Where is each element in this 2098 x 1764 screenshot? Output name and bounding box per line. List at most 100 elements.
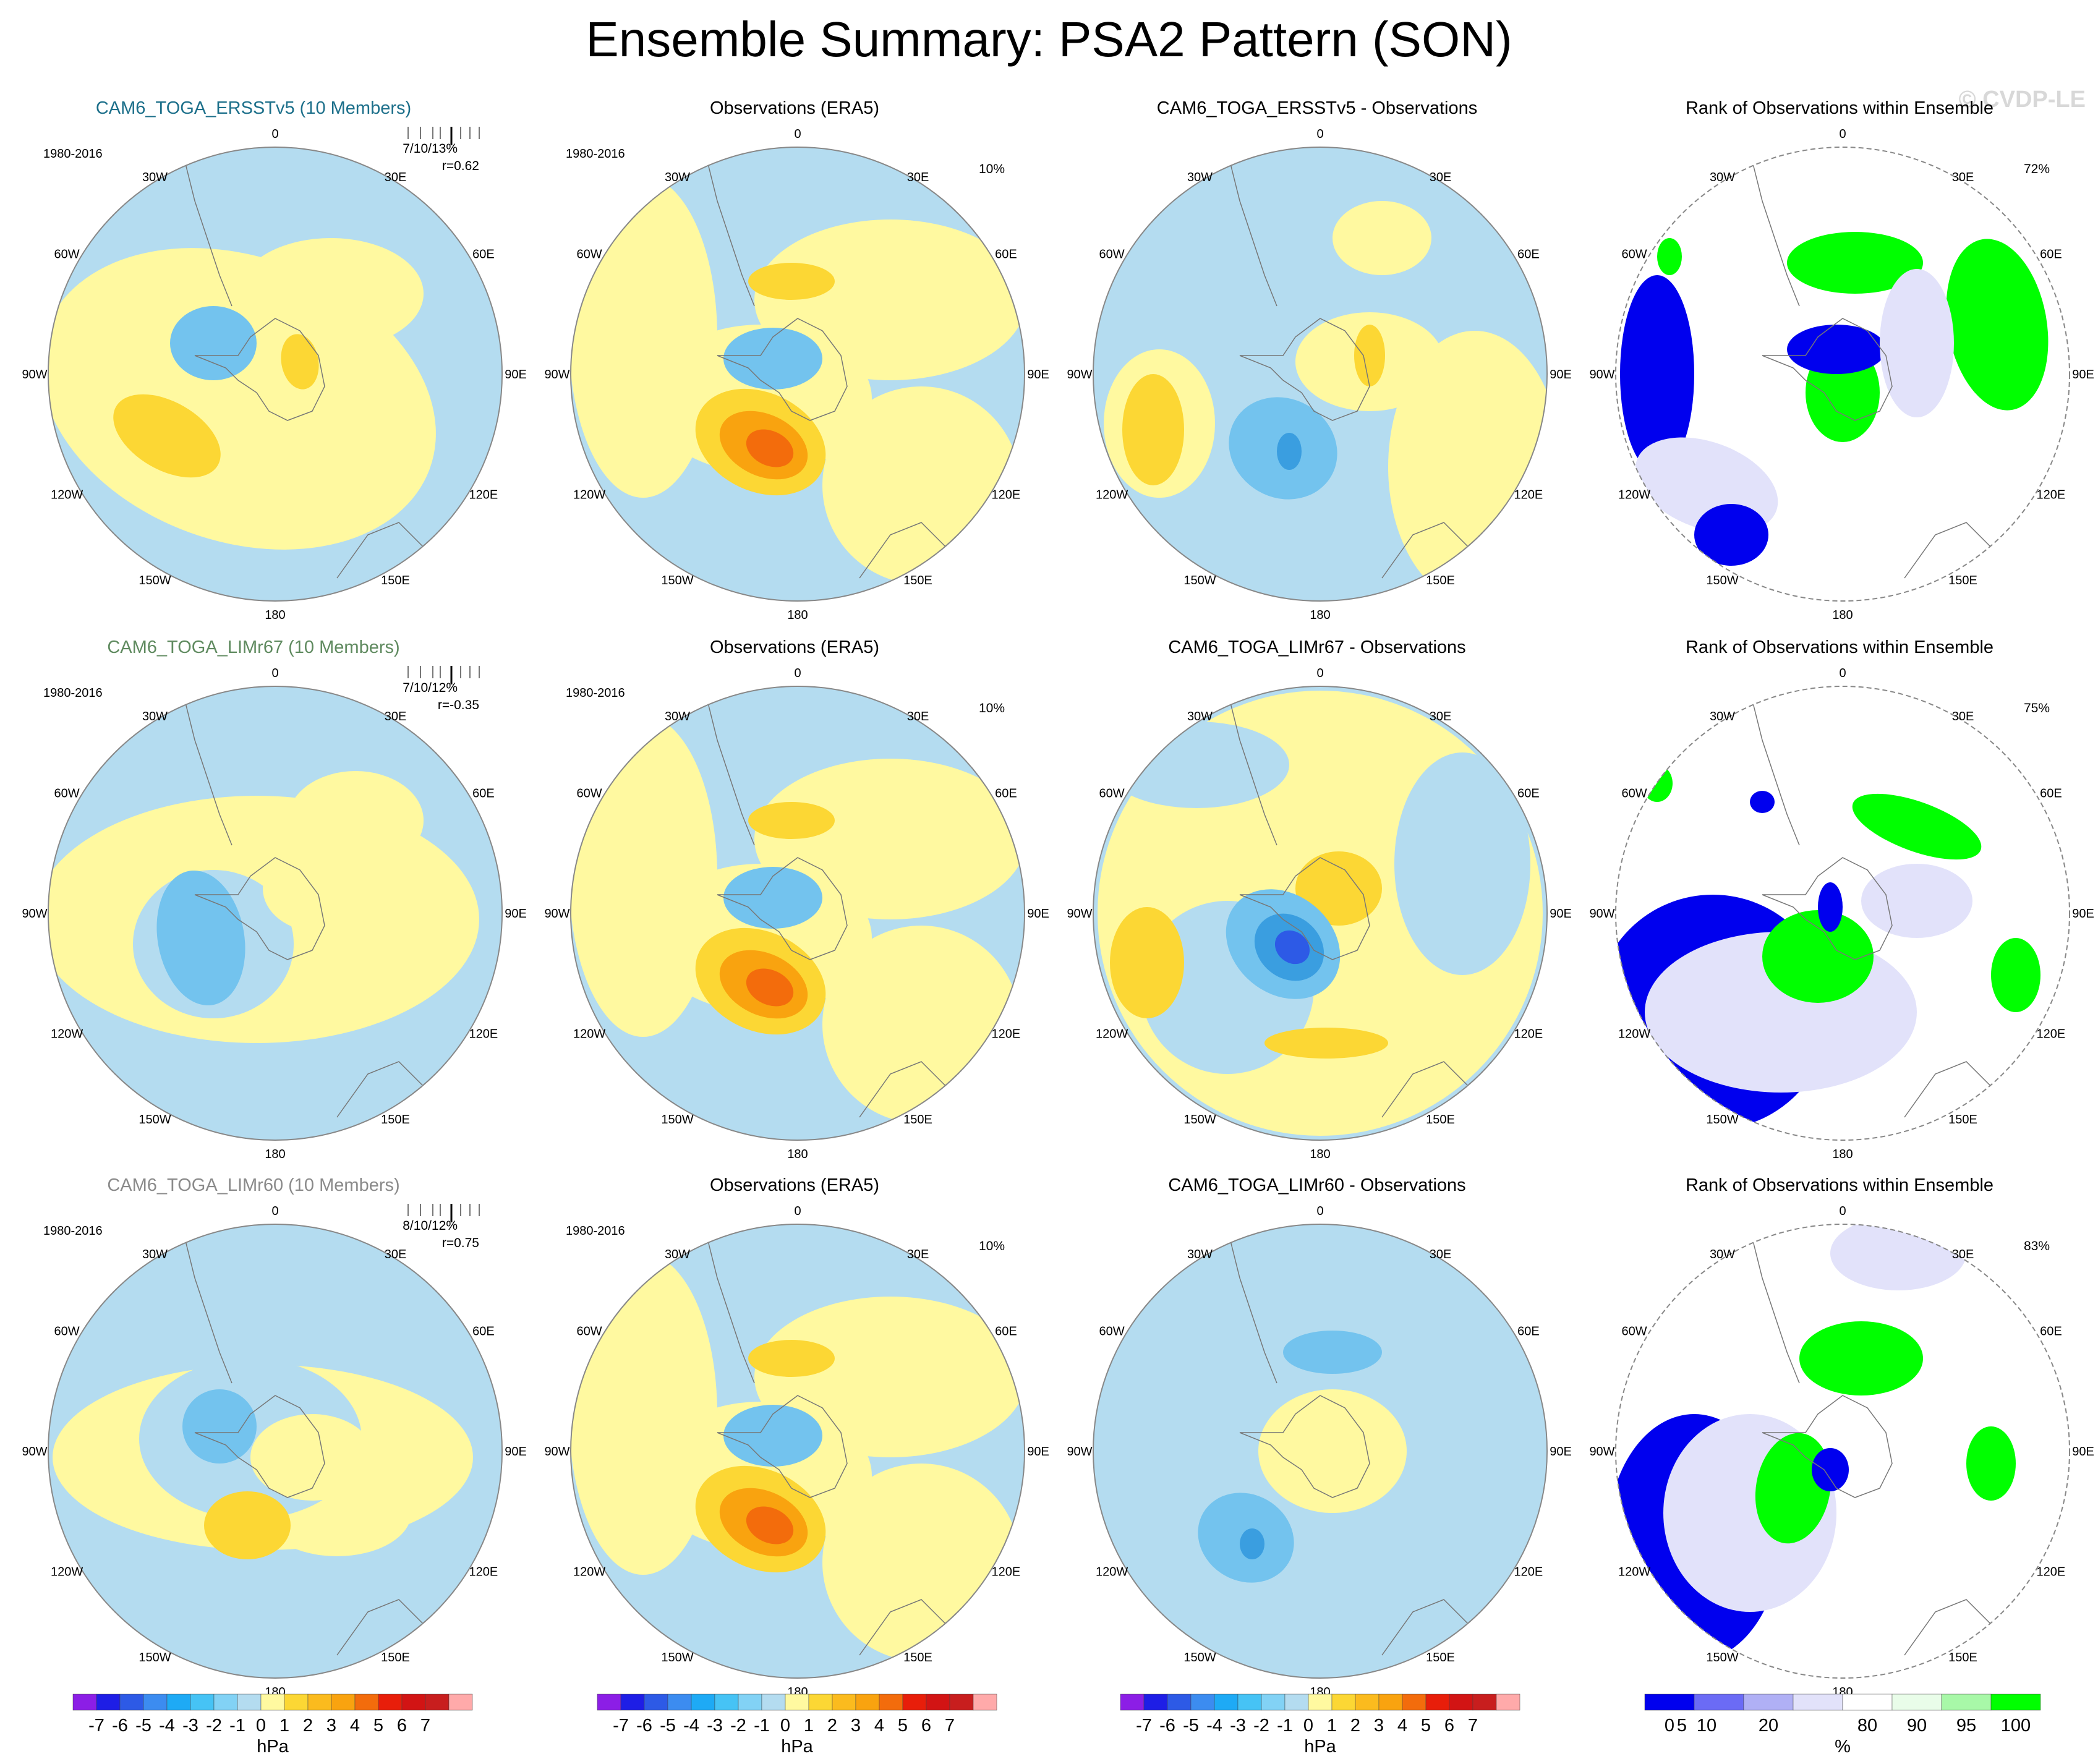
- colorbar-swatch: [401, 1694, 426, 1711]
- contour-blob: [1333, 201, 1431, 275]
- longitude-label: 60E: [472, 248, 495, 262]
- longitude-label: 60E: [1517, 248, 1540, 262]
- longitude-label: 30W: [142, 171, 168, 184]
- longitude-label: 60E: [472, 1325, 495, 1339]
- longitude-label: 90E: [2072, 907, 2094, 921]
- longitude-label: 120E: [1514, 1566, 1543, 1579]
- period-label: 1980-2016: [566, 147, 625, 161]
- longitude-label: 150W: [139, 1113, 171, 1127]
- longitude-label: 120E: [2037, 488, 2066, 502]
- map-panel-r3-c3: CAM6_TOGA_LIMr60 - Observations 0 30E 60E 90…: [1067, 1173, 1571, 1711]
- longitude-label: 150W: [1183, 1113, 1216, 1127]
- contour-blob: [1240, 1528, 1264, 1559]
- colorbar-swatch: [1190, 1694, 1215, 1711]
- longitude-label: 150E: [1426, 1651, 1455, 1664]
- colorbar-swatch: [597, 1694, 621, 1711]
- contour-blob: [822, 926, 1020, 1123]
- longitude-label: 120W: [51, 1566, 83, 1579]
- rank-region: [1657, 238, 1682, 275]
- longitude-label: 30E: [907, 171, 929, 184]
- map-panel-r3-c4: Rank of Observations within Ensemble 0 30E…: [1589, 1173, 2094, 1711]
- longitude-label: 150E: [903, 1113, 932, 1127]
- map-panel-r1-c4: Rank of Observations within Ensemble 0 30E…: [1589, 96, 2094, 634]
- watermark-text: © CVDP-LE: [1958, 87, 2086, 113]
- figure-title: Ensemble Summary: PSA2 Pattern (SON): [586, 12, 1512, 67]
- longitude-label: 120W: [1096, 488, 1128, 502]
- contour-blob: [746, 1506, 794, 1545]
- map-panel-r2-c1: CAM6_TOGA_LIMr67 (10 Members) 0 30E 60E 90E 1…: [22, 635, 526, 1173]
- ensemble-stat-correlation: r=-0.35: [438, 698, 479, 712]
- colorbar-swatch: [1284, 1694, 1309, 1711]
- map-boundary-circle: [48, 686, 503, 1141]
- longitude-label: 60E: [1517, 787, 1540, 801]
- contour-blob: [822, 386, 1020, 584]
- contour-blob: [1283, 1331, 1382, 1374]
- map-panel-r3-c2: Observations (ERA5) 0 30E 60E 90E 120E 150E 180…: [544, 1173, 1049, 1711]
- longitude-label: 60W: [1622, 248, 1647, 262]
- period-label: 1980-2016: [566, 686, 625, 700]
- south-america-coastline: [1227, 151, 1277, 307]
- colorbar-swatch: [902, 1694, 927, 1711]
- ensemble-stat-rank: 8/10/12%: [403, 1219, 458, 1233]
- longitude-label: 180: [1832, 608, 1853, 622]
- rank-panel-title: Rank of Observations within Ensemble: [1685, 98, 1994, 118]
- colorbar-tick-label: 5: [898, 1716, 908, 1736]
- longitude-label: 150W: [1706, 1113, 1738, 1127]
- colorbar-tick-label: 3: [1374, 1716, 1384, 1736]
- rank-region: [1852, 793, 1982, 860]
- contour-blob: [113, 394, 221, 478]
- south-america-coastline: [704, 690, 755, 846]
- longitude-label: 120E: [992, 1028, 1021, 1041]
- longitude-label: 0: [794, 1204, 801, 1218]
- longitude-label: 90W: [1067, 907, 1092, 921]
- colorbar-swatch: [425, 1694, 450, 1711]
- longitude-label: 180: [787, 1148, 808, 1161]
- colorbar-tick-label: 0: [256, 1716, 266, 1736]
- longitude-label: 60W: [1099, 1325, 1125, 1339]
- colorbar-swatch: [949, 1694, 974, 1711]
- colorbar-tick-label: 1: [1327, 1716, 1337, 1736]
- colorbar-swatch: [237, 1694, 262, 1711]
- longitude-label: 120E: [2037, 1566, 2066, 1579]
- model-panel-title: CAM6_TOGA_LIMr60 (10 Members): [107, 1175, 400, 1195]
- rank-pct: 83%: [2024, 1239, 2050, 1253]
- longitude-label: 60W: [1622, 787, 1647, 801]
- colorbar-tick-label: 0: [1303, 1716, 1313, 1736]
- contour-blob: [1295, 851, 1382, 926]
- colorbar-tick-label: -4: [683, 1716, 699, 1736]
- longitude-label: 30E: [385, 1248, 407, 1261]
- ensemble-stat-correlation: r=0.62: [442, 159, 479, 173]
- longitude-label: 0: [271, 127, 278, 141]
- colorbar-swatch: [331, 1694, 356, 1711]
- colorbar-tick-label: -2: [730, 1716, 746, 1736]
- obs-variance-pct: 10%: [979, 701, 1005, 715]
- colorbar-swatch: [1743, 1694, 1794, 1711]
- period-label: 1980-2016: [43, 1224, 103, 1238]
- longitude-label: 30E: [907, 710, 929, 723]
- longitude-label: 150W: [139, 1651, 171, 1664]
- longitude-label: 120W: [1618, 1028, 1650, 1041]
- colorbar-swatch: [785, 1694, 809, 1711]
- contour-blob: [723, 867, 822, 929]
- colorbar-tick-label: 0: [1665, 1716, 1674, 1736]
- longitude-label: 150W: [661, 574, 693, 587]
- longitude-label: 90W: [1589, 1445, 1614, 1459]
- south-america-coastline: [1227, 690, 1277, 846]
- longitude-label: 60W: [1099, 248, 1125, 262]
- longitude-label: 90E: [505, 907, 527, 921]
- colorbar-swatch: [1308, 1694, 1333, 1711]
- contour-blob: [723, 328, 822, 390]
- colorbar-tick-label: -5: [1183, 1716, 1199, 1736]
- colorbar-swatch: [1449, 1694, 1473, 1711]
- colorbar-tick-label: 2: [827, 1716, 837, 1736]
- longitude-label: 30W: [665, 171, 690, 184]
- contour-field: [1093, 147, 1547, 601]
- colorbar-tick-label: -3: [707, 1716, 723, 1736]
- rank-region: [1799, 1321, 1923, 1395]
- longitude-label: 0: [794, 127, 801, 141]
- longitude-label: 180: [1310, 1148, 1330, 1161]
- longitude-label: 30W: [1710, 710, 1735, 723]
- longitude-label: 0: [1839, 667, 1846, 680]
- longitude-label: 120W: [51, 1028, 83, 1041]
- contour-blob: [1394, 752, 1530, 975]
